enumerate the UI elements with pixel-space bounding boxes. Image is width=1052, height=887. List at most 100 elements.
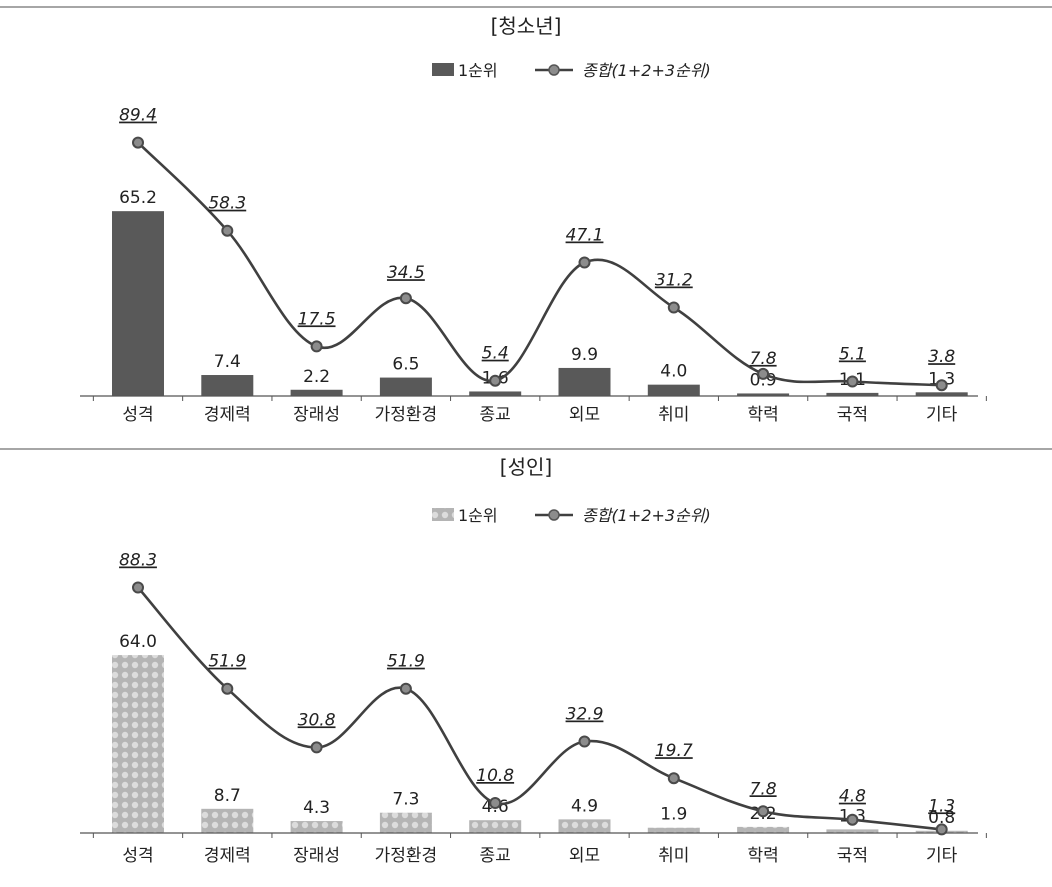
bar	[915, 392, 968, 396]
line-marker	[935, 379, 948, 392]
bar	[647, 384, 700, 396]
line-value-label: 89.4	[119, 106, 157, 126]
line-value-label: 30.8	[298, 710, 336, 730]
bar-value-label: 9.9	[571, 345, 598, 365]
line-marker	[399, 682, 412, 695]
line-marker	[489, 797, 502, 809]
bar-value-label: 8.7	[214, 786, 241, 806]
legend-swatch-bar	[432, 508, 454, 521]
x-tick-label: 학력	[747, 846, 778, 866]
line-marker	[132, 136, 144, 149]
legend-swatch-bar	[432, 63, 454, 76]
legend-label-line: 종합(1+2+3순위)	[582, 506, 711, 525]
line-value-label: 47.1	[566, 226, 604, 246]
x-tick-label: 종교	[480, 405, 511, 425]
line-value-label: 51.9	[208, 652, 246, 672]
line-marker	[846, 813, 859, 826]
bar-value-label: 7.4	[214, 352, 241, 372]
legend-label-bar: 1순위	[458, 61, 498, 80]
line-value-label: 10.8	[476, 766, 514, 786]
chart-panel-1: [청소년]1순위종합(1+2+3순위)65.27.42.26.51.69.94.…	[0, 6, 1052, 425]
bar	[290, 389, 343, 396]
bar-series: 65.27.42.26.51.69.94.00.91.11.3	[112, 188, 968, 396]
line-marker	[132, 581, 144, 594]
line-value-label: 3.8	[928, 347, 955, 367]
bar-value-label: 7.3	[392, 790, 419, 810]
line-marker	[221, 224, 234, 237]
line-value-label: 17.5	[298, 309, 336, 329]
x-tick-label: 취미	[658, 405, 689, 425]
line-value-label: 58.3	[208, 194, 246, 214]
line-series: 89.4 58.3 17.5 34.5 5.4 47.1 31.2 7.8 5.1 3.8	[119, 106, 955, 392]
line-value-label: 5.4	[482, 344, 509, 364]
bar	[379, 377, 432, 396]
x-tick-label: 가정환경	[375, 405, 438, 425]
bar	[826, 829, 879, 833]
chart-title: [성인]	[500, 455, 552, 479]
bar	[469, 391, 522, 396]
legend-swatch-marker	[548, 64, 560, 76]
bar	[201, 808, 254, 833]
line-marker	[846, 375, 859, 388]
chart-panel-2: [성인]1순위종합(1+2+3순위)64.08.74.37.34.64.91.9…	[0, 448, 1052, 866]
bar	[469, 820, 522, 833]
x-tick-label: 기타	[926, 405, 958, 425]
line-series: 88.3 51.9 30.8 51.9 10.8 32.9 19.7 7.8 4.8 1.3	[119, 551, 955, 836]
line-value-label: 32.9	[566, 705, 604, 725]
bar	[737, 826, 790, 833]
bar	[112, 655, 164, 833]
line-marker	[221, 682, 234, 695]
bar	[112, 211, 164, 396]
line-value-label: 19.7	[655, 741, 693, 761]
x-tick-label: 경제력	[204, 846, 251, 866]
x-tick-label: 국적	[837, 846, 868, 866]
x-tick-label: 기타	[926, 846, 958, 866]
bar	[201, 375, 254, 396]
x-tick-label: 장래성	[293, 846, 340, 866]
series-line	[137, 141, 942, 387]
line-value-label: 34.5	[387, 263, 425, 283]
bar	[290, 821, 343, 833]
line-value-label: 7.8	[750, 349, 777, 369]
line-marker	[489, 374, 502, 387]
line-marker	[757, 805, 770, 818]
bar-value-label: 6.5	[392, 355, 419, 375]
line-value-label: 51.9	[387, 652, 425, 672]
bar-value-label: 1.9	[660, 805, 687, 825]
x-tick-label: 성격	[122, 405, 153, 425]
line-value-label: 31.2	[655, 271, 693, 291]
line-value-label: 4.8	[839, 787, 866, 807]
x-tick-label: 장래성	[293, 405, 340, 425]
x-tick-label: 종교	[480, 846, 511, 866]
chart-title: [청소년]	[491, 14, 562, 38]
legend: 1순위 종합(1+2+3순위)	[432, 506, 711, 525]
line-marker	[935, 823, 948, 836]
bar	[379, 812, 432, 833]
legend-swatch-marker	[548, 509, 560, 521]
bar	[647, 827, 700, 833]
x-tick-label: 외모	[569, 405, 600, 425]
bar	[558, 819, 611, 833]
x-tick-label: 학력	[747, 405, 778, 425]
line-marker	[578, 735, 591, 748]
bar-series: 64.08.74.37.34.64.91.92.21.30.8	[112, 632, 968, 833]
x-tick-label: 취미	[658, 846, 689, 866]
bar-value-label: 4.0	[660, 362, 687, 382]
bar	[826, 392, 879, 396]
line-value-label: 88.3	[119, 551, 157, 571]
line-marker	[399, 292, 412, 305]
line-marker	[578, 256, 591, 269]
bar	[737, 393, 790, 396]
x-tick-label: 외모	[569, 846, 600, 866]
line-marker	[310, 741, 323, 754]
bar-value-label: 4.3	[303, 798, 330, 818]
bar-value-label: 0.8	[928, 808, 955, 828]
line-marker	[667, 301, 680, 314]
bar-value-label: 2.2	[303, 367, 330, 387]
bar-value-label: 4.9	[571, 796, 598, 816]
line-value-label: 7.8	[750, 779, 777, 799]
line-marker	[667, 772, 680, 785]
x-tick-label: 성격	[122, 846, 153, 866]
line-marker	[757, 367, 770, 380]
